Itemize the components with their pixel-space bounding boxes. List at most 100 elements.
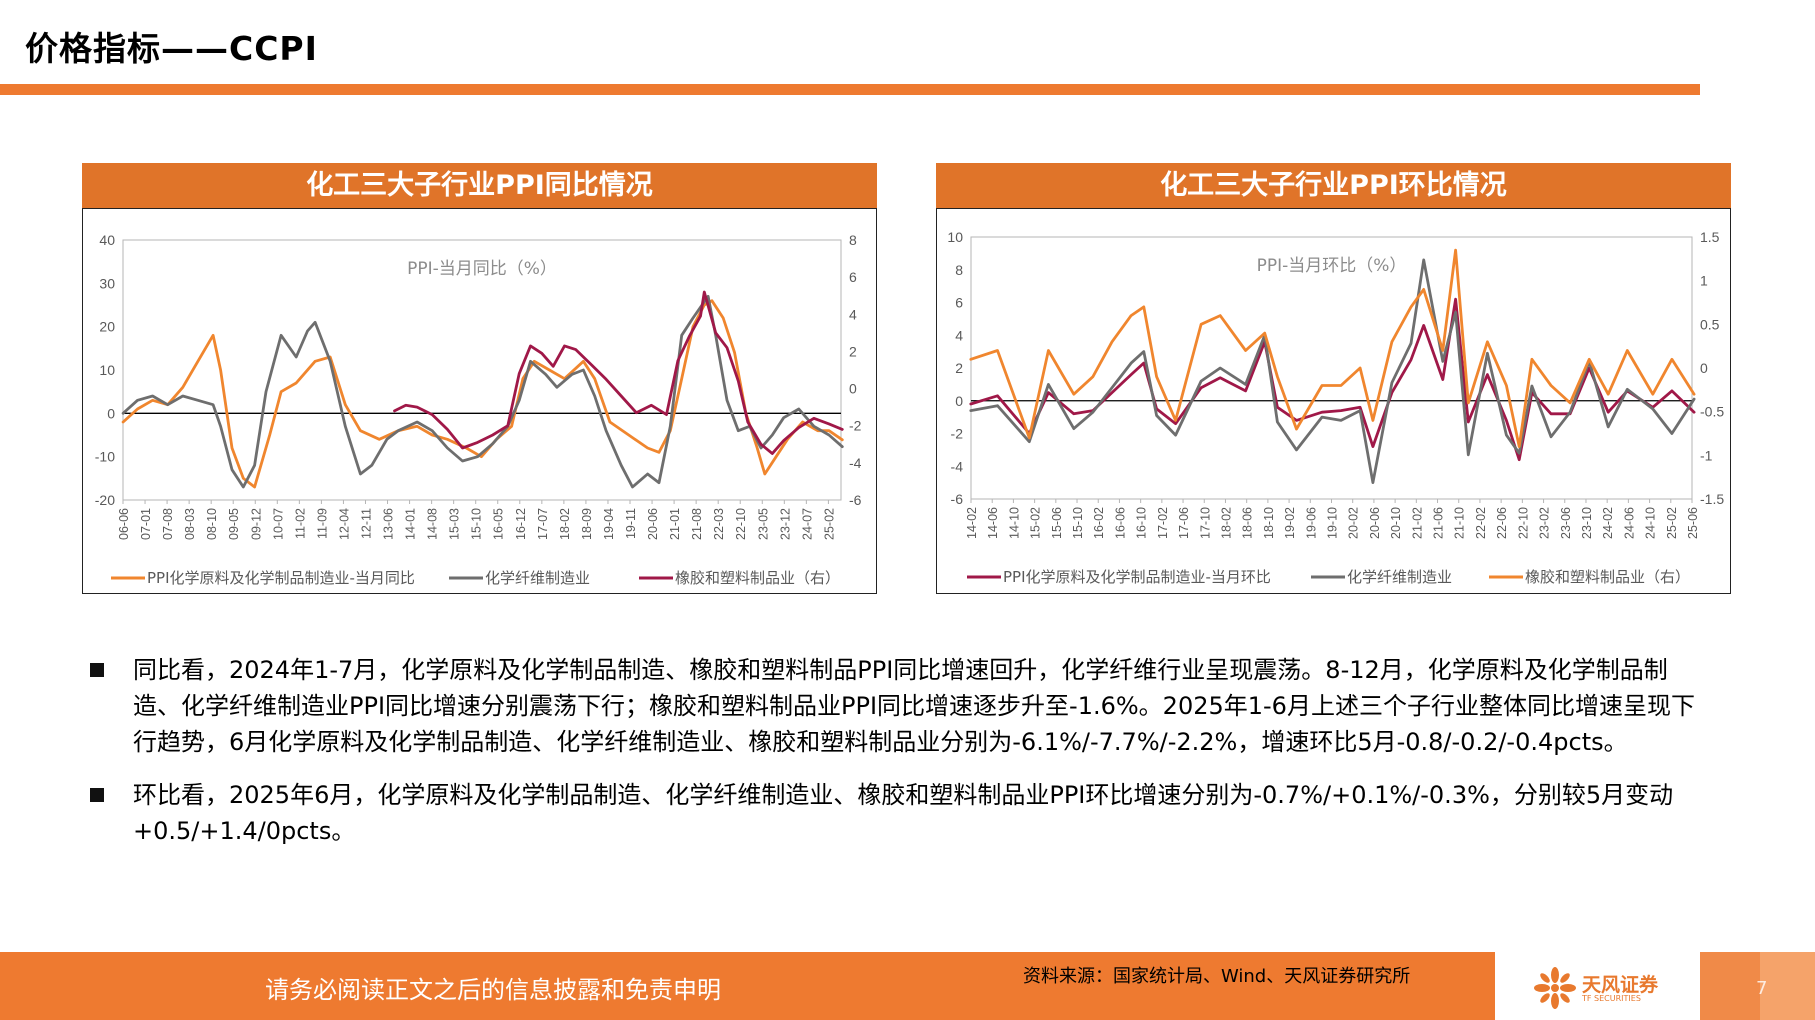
- y-right-tick-label: 0.5: [1700, 316, 1720, 332]
- y-left-tick-label: 20: [99, 319, 115, 335]
- x-tick-label: 10-07: [271, 508, 285, 540]
- y-right-tick-label: -6: [849, 492, 862, 508]
- x-tick-label: 07-01: [139, 508, 153, 540]
- y-right-tick-label: 1.5: [1700, 229, 1720, 245]
- y-right-tick-label: 1: [1700, 273, 1708, 289]
- x-tick-label: 22-10: [734, 508, 748, 540]
- bullet-square-icon: [90, 788, 104, 802]
- x-tick-label: 14-08: [426, 508, 440, 540]
- legend-label: PPI化学原料及化学制品制造业-当月同比: [147, 569, 415, 587]
- y-right-tick-label: 6: [849, 269, 857, 285]
- y-right-tick-label: -1.5: [1700, 491, 1724, 507]
- page-number: 7: [1756, 978, 1768, 999]
- x-tick-label: 19-02: [1283, 507, 1297, 539]
- series-line: [969, 248, 1696, 449]
- title-rule: [0, 84, 1700, 95]
- x-tick-label: 22-06: [1495, 507, 1509, 539]
- bullet-item: 环比看，2025年6月，化学原料及化学制品制造、化学纤维制造业、橡胶和塑料制品业…: [88, 777, 1698, 849]
- x-tick-label: 15-10: [470, 508, 484, 540]
- x-tick-label: 20-02: [1347, 507, 1361, 539]
- series-line: [121, 299, 844, 489]
- x-tick-label: 22-10: [1516, 507, 1530, 539]
- x-tick-label: 23-10: [1580, 507, 1594, 539]
- y-left-tick-label: 30: [99, 275, 115, 291]
- bullet-text: 环比看，2025年6月，化学原料及化学制品制造、化学纤维制造业、橡胶和塑料制品业…: [133, 781, 1674, 845]
- y-right-tick-label: -1: [1700, 447, 1713, 463]
- y-left-tick-label: 4: [955, 327, 963, 343]
- x-tick-label: 18-09: [580, 508, 594, 540]
- y-right-tick-label: -4: [849, 455, 862, 471]
- y-right-tick-label: 2: [849, 343, 857, 359]
- chart-mom: 化工三大子行业PPI环比情况 -6 -4 -2 0 2 4 6 8 10 -1.5 -1 -0.5 0 0…: [936, 163, 1731, 594]
- company-logo: 天风证券 TF SECURITIES: [1532, 966, 1672, 1010]
- footer-disclaimer: 请务必阅读正文之后的信息披露和免责申明: [265, 976, 721, 1004]
- x-tick-label: 15-06: [1050, 507, 1064, 539]
- x-tick-label: 14-02: [965, 507, 979, 539]
- x-tick-label: 11-02: [293, 508, 307, 539]
- x-tick-label: 13-06: [382, 508, 396, 540]
- x-tick-label: 20-06: [646, 508, 660, 540]
- x-tick-label: 08-10: [205, 508, 219, 540]
- x-tick-label: 18-06: [1241, 507, 1255, 539]
- x-tick-label: 22-03: [712, 508, 726, 540]
- x-tick-label: 24-07: [800, 508, 814, 540]
- x-tick-label: 18-02: [558, 508, 572, 540]
- x-tick-label: 24-10: [1644, 507, 1658, 539]
- x-tick-label: 23-06: [1559, 507, 1573, 539]
- x-tick-label: 14-01: [404, 508, 418, 540]
- y-right-tick-label: -0.5: [1700, 404, 1724, 420]
- x-tick-label: 17-07: [536, 508, 550, 540]
- x-tick-label: 14-10: [1007, 507, 1021, 539]
- legend-label: 橡胶和塑料制品业（右）: [1525, 568, 1690, 586]
- logo-name: 天风证券: [1582, 974, 1659, 996]
- x-tick-label: 18-02: [1219, 507, 1233, 539]
- chart-mom-svg: -6 -4 -2 0 2 4 6 8 10 -1.5 -1 -0.5 0 0.5 1 1.5 14-02 14-0…: [947, 229, 1724, 586]
- chart-yoy-header: 化工三大子行业PPI同比情况: [82, 163, 877, 208]
- x-tick-label: 07-08: [161, 508, 175, 540]
- legend-label: 化学纤维制造业: [1347, 568, 1452, 586]
- chart-title: PPI-当月环比（%）: [1257, 256, 1407, 276]
- legend-label: 化学纤维制造业: [485, 569, 590, 587]
- series-line: [121, 294, 844, 489]
- y-left-tick-label: 6: [955, 295, 963, 311]
- y-left-tick-label: -10: [95, 449, 115, 465]
- y-left-tick-label: 40: [99, 232, 115, 248]
- chart-mom-frame: -6 -4 -2 0 2 4 6 8 10 -1.5 -1 -0.5 0 0.5 1 1.5 14-02 14-0…: [936, 208, 1731, 594]
- x-tick-label: 14-06: [986, 507, 1000, 539]
- legend-label: 橡胶和塑料制品业（右）: [675, 569, 840, 587]
- y-left-tick-label: 8: [955, 262, 963, 278]
- x-tick-label: 16-05: [492, 508, 506, 540]
- footer-decor-square: [1760, 952, 1815, 1020]
- y-left-tick-label: 10: [947, 229, 963, 245]
- plot-area: [970, 236, 1693, 500]
- x-tick-label: 15-02: [1029, 507, 1043, 539]
- x-tick-label: 11-09: [315, 508, 329, 539]
- x-tick-label: 21-08: [690, 508, 704, 540]
- series-line: [969, 258, 1696, 485]
- x-tick-label: 25-06: [1686, 507, 1700, 539]
- y-left-tick-label: -2: [951, 426, 964, 442]
- x-tick-label: 21-06: [1432, 507, 1446, 539]
- x-tick-label: 16-12: [514, 508, 528, 540]
- y-right-tick-label: -2: [849, 418, 862, 434]
- x-tick-label: 24-02: [1601, 507, 1615, 539]
- footer-decor-square: [1700, 952, 1760, 1020]
- x-tick-label: 16-06: [1113, 507, 1127, 539]
- x-tick-label: 15-10: [1071, 507, 1085, 539]
- y-right-tick-label: 4: [849, 306, 857, 322]
- bullet-list: 同比看，2024年1-7月，化学原料及化学制品制造、橡胶和塑料制品PPI同比增速…: [88, 652, 1698, 866]
- x-tick-label: 06-06: [117, 508, 131, 540]
- x-tick-label: 19-04: [602, 508, 616, 540]
- y-right-tick-label: 8: [849, 232, 857, 248]
- y-left-tick-label: -6: [951, 491, 964, 507]
- bullet-item: 同比看，2024年1-7月，化学原料及化学制品制造、橡胶和塑料制品PPI同比增速…: [88, 652, 1698, 760]
- y-left-tick-label: -4: [951, 458, 964, 474]
- x-tick-label: 23-05: [756, 508, 770, 540]
- x-tick-label: 12-04: [337, 508, 351, 540]
- y-right-tick-label: 0: [1700, 360, 1708, 376]
- x-tick-label: 15-03: [448, 508, 462, 540]
- bullet-text: 同比看，2024年1-7月，化学原料及化学制品制造、橡胶和塑料制品PPI同比增速…: [133, 656, 1695, 756]
- y-right-tick-label: 0: [849, 381, 857, 397]
- chart-title: PPI-当月同比（%）: [407, 259, 557, 279]
